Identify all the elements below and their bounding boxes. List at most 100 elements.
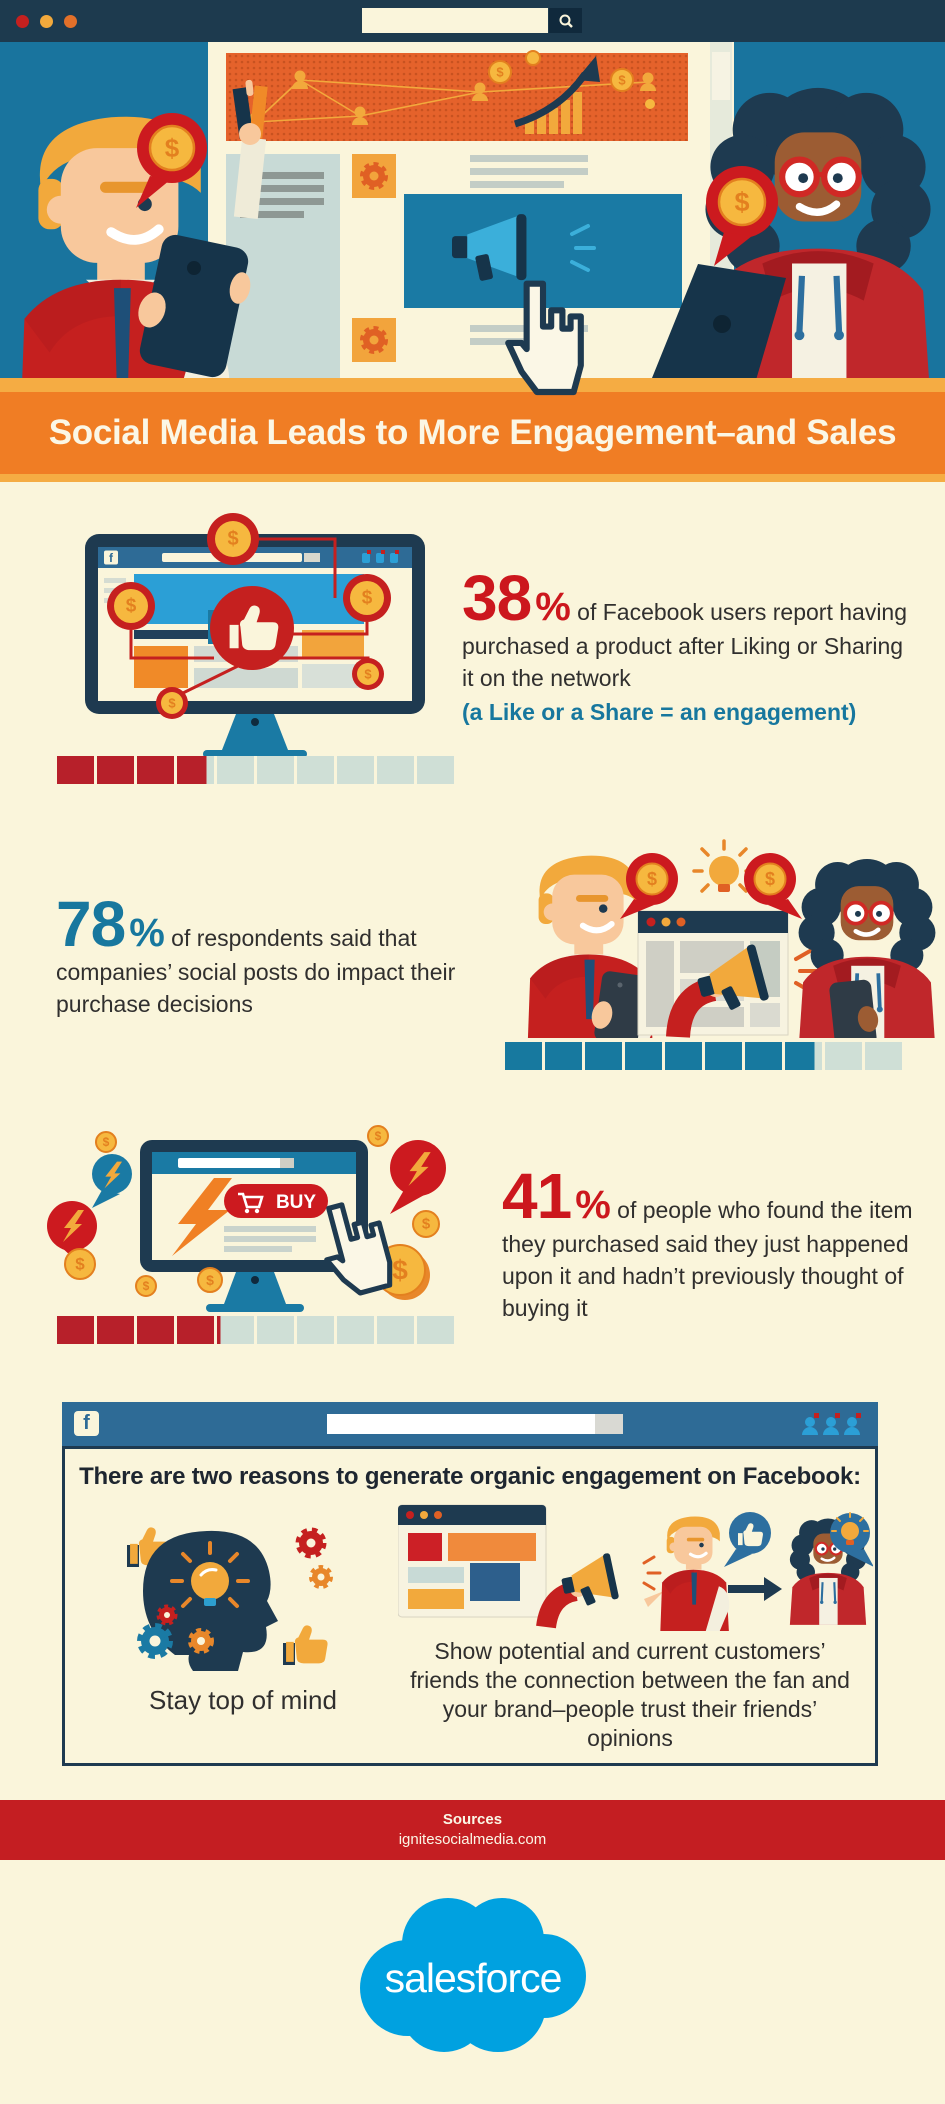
search-button[interactable] (549, 8, 582, 33)
search-input[interactable] (362, 8, 548, 33)
progress-segment (545, 1042, 582, 1070)
svg-text:$: $ (375, 1129, 382, 1143)
dollar-coins: $ $ (488, 50, 655, 109)
gear-tile (352, 318, 396, 362)
svg-text:$: $ (126, 596, 137, 617)
svg-text:$: $ (496, 65, 504, 80)
progress-segment (377, 1316, 414, 1344)
facebook-logo: f (74, 1411, 99, 1436)
progress-bar (57, 756, 454, 784)
top-of-mind-illustration (127, 1527, 333, 1671)
svg-text:$: $ (206, 1272, 214, 1288)
desk (0, 378, 945, 392)
stat-number: 41 (502, 1160, 572, 1232)
search-icon (559, 14, 573, 28)
pointing-hand (644, 1591, 664, 1607)
svg-text:$: $ (362, 588, 373, 609)
megaphone-arm (536, 1552, 662, 1629)
progress-segment (705, 1042, 742, 1070)
thumbs-up-icon (127, 1527, 172, 1567)
dollar-speech-bubble: $ (706, 166, 778, 266)
gear-icon (137, 1623, 173, 1659)
page-title: Social Media Leads to More Engagement–an… (48, 413, 897, 452)
reason-right-caption: Show potential and current customers’ fr… (410, 1638, 850, 1751)
progress-segment (257, 1316, 294, 1344)
svg-text:$: $ (75, 1255, 85, 1274)
window-control-dot (40, 15, 53, 28)
svg-text:$: $ (165, 133, 180, 163)
progress-segment (825, 1042, 862, 1070)
stat-text: 38% of Facebook users report having purc… (462, 562, 908, 691)
sources-bar: Sources ignitesocialmedia.com (0, 1800, 945, 1860)
lightning-bolt-icon (172, 1178, 232, 1256)
dollar-coin-badge: $ (352, 658, 384, 690)
facebook-post-body: There are two reasons to generate organi… (62, 1446, 878, 1766)
dollar-coin-badge: $ (343, 574, 391, 622)
salesforce-wordmark: salesforce (385, 1955, 562, 2001)
browser-chrome (0, 0, 945, 42)
bolt-speech-bubble (390, 1140, 446, 1214)
man-illustration (658, 1514, 731, 1631)
svg-text:BUY: BUY (276, 1192, 316, 1213)
facebook-searchbar (327, 1414, 623, 1434)
dollar-coin-badge: $ (107, 582, 155, 630)
gear-tile (352, 154, 396, 198)
progress-segment (585, 1042, 622, 1070)
webpage-header: $ $ (226, 50, 688, 141)
progress-bar (505, 1042, 902, 1070)
gear-icon (156, 1604, 178, 1626)
friends-icons (802, 1413, 861, 1435)
text-lines (240, 172, 324, 218)
progress-bar (57, 1316, 454, 1344)
social-posts-illustration: $ $ (502, 839, 942, 1038)
stat-number: 78 (56, 888, 126, 960)
stat-text: 41% of people who found the item they pu… (502, 1160, 913, 1321)
hand-cursor-icon (496, 274, 590, 416)
phone (829, 979, 879, 1038)
dollar-speech-bubble: $ (136, 113, 207, 208)
progress-segment (137, 756, 174, 784)
progress-segment (337, 1316, 374, 1344)
headline-banner: Social Media Leads to More Engagement–an… (0, 392, 945, 474)
like-button-badge (208, 586, 294, 670)
friends-icons (362, 550, 399, 563)
raised-arm-with-card (232, 79, 268, 220)
friend-advocacy-illustration (398, 1504, 873, 1631)
desktop-monitor: BUY (140, 1140, 368, 1312)
progress-segment (337, 756, 374, 784)
cart-icon (238, 1192, 264, 1209)
progress-segment (217, 1316, 254, 1344)
progress-segment (297, 756, 334, 784)
browser-window (398, 1504, 547, 1618)
impulse-buy-illustration: BUY $ $ $ (47, 1125, 446, 1312)
svg-text:$: $ (422, 1216, 431, 1233)
up-arrow-icon (513, 71, 588, 128)
progress-segment (417, 756, 454, 784)
svg-text:$: $ (143, 1279, 150, 1293)
facebook-engagement-illustration: f (85, 513, 425, 756)
tablet (138, 234, 251, 378)
progress-segment (177, 1316, 214, 1344)
sources-label: Sources (442, 1811, 503, 1828)
svg-text:$: $ (647, 869, 657, 889)
stat-note: (a Like or a Share = an engagement) (462, 699, 857, 725)
svg-text:$: $ (618, 73, 626, 88)
salesforce-logo: salesforce (360, 1898, 586, 2052)
gear-icon (295, 1527, 327, 1559)
progress-segment (665, 1042, 702, 1070)
source-link[interactable]: ignitesocialmedia.com (398, 1831, 547, 1848)
arrow-icon (728, 1577, 782, 1601)
dollar-speech-bubble: $ (620, 853, 678, 919)
progress-segment (377, 756, 414, 784)
buy-button: BUY (224, 1184, 328, 1218)
dollar-speech-bubble: $ (744, 853, 802, 919)
progress-segment (625, 1042, 662, 1070)
dollar-coin-badge: $ (207, 513, 259, 565)
svg-text:$: $ (765, 869, 775, 889)
progress-segment (177, 756, 214, 784)
window-control-dot (64, 15, 77, 28)
svg-text:$: $ (392, 1255, 408, 1286)
progress-segment (417, 1316, 454, 1344)
gear-icon (309, 1565, 333, 1589)
gear-icon (188, 1628, 214, 1654)
